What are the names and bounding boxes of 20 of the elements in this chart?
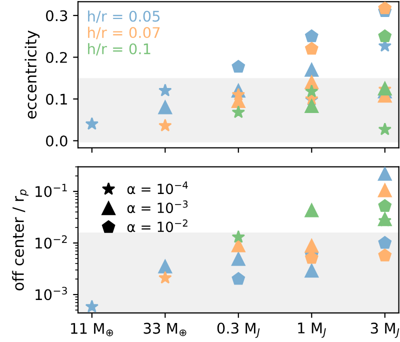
annotation: α = 10$^{−4}$	[127, 182, 188, 194]
y-tick-label: 10$^{−2}$	[36, 235, 67, 249]
y-axis-title: off center / r$_{p}$	[12, 190, 28, 290]
x-tick-label: 0.3 M$_{J}$	[217, 322, 260, 338]
text: h/r = 0.05	[88, 10, 160, 23]
annotation: α = 10$^{−2}$	[127, 219, 188, 232]
x-tick-label: 3 M$_{J}$	[370, 322, 400, 338]
text: h/r = 0.07	[88, 26, 160, 40]
x-tick-label: 1 M$_{J}$	[298, 322, 326, 338]
y-axis-title: eccentricity	[24, 30, 40, 119]
text: h/r = 0.1	[88, 43, 150, 56]
x-tick-label: 33 M$_{⊕}$	[144, 322, 186, 336]
y-tick-label: 0.0	[46, 135, 68, 146]
y-tick-label: 10$^{−3}$	[36, 286, 67, 300]
y-tick-label: 0.3	[46, 10, 68, 22]
y-tick-label: 0.2	[46, 52, 67, 63]
y-tick-label: 0.1	[46, 94, 67, 105]
y-tick-label: 10$^{−1}$	[36, 184, 67, 198]
x-tick-label: 11 M$_{⊕}$	[71, 323, 113, 336]
annotation: α = 10$^{−3}$	[127, 200, 188, 214]
